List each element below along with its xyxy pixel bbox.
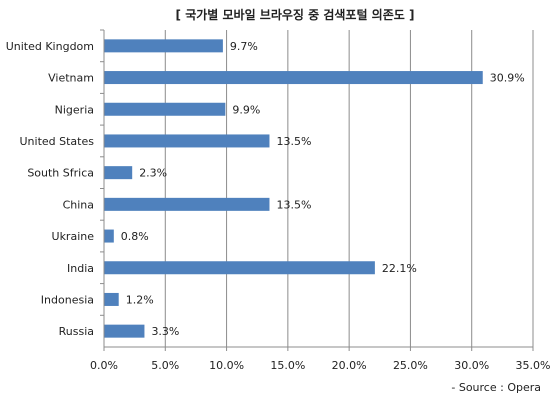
category-label: United States xyxy=(20,135,95,148)
x-tick-label: 0.0% xyxy=(90,359,118,372)
value-label: 3.3% xyxy=(151,325,179,338)
x-tick-label: 5.0% xyxy=(151,359,179,372)
category-label: Nigeria xyxy=(55,103,94,116)
value-label: 22.1% xyxy=(382,262,417,275)
value-label: 13.5% xyxy=(276,135,311,148)
value-label: 1.2% xyxy=(126,293,154,306)
x-tick-labels: 0.0% 5.0% 10.0% 15.0% 20.0% 25.0% 30.0% 35.0% xyxy=(90,359,550,372)
bar xyxy=(104,166,133,180)
bar xyxy=(104,324,145,338)
bar xyxy=(104,197,270,211)
value-label: 9.9% xyxy=(232,103,260,116)
category-label: United Kingdom xyxy=(6,40,94,53)
value-label: 0.8% xyxy=(121,230,149,243)
x-tick-label: 15.0% xyxy=(270,359,305,372)
bar xyxy=(104,229,114,243)
category-labels: United Kingdom Vietnam Nigeria United State… xyxy=(6,40,95,338)
category-label: Indonesia xyxy=(41,293,94,306)
value-label: 13.5% xyxy=(276,198,311,211)
category-label: Vietnam xyxy=(48,72,94,85)
bar xyxy=(104,71,483,85)
bars xyxy=(104,39,483,338)
x-tick-label: 30.0% xyxy=(454,359,489,372)
bar xyxy=(104,261,375,275)
value-labels: 9.7% 30.9% 9.9% 13.5% 2.3% 13.5% 0.8% 22.1% 1.2%… xyxy=(121,40,525,338)
bar xyxy=(104,39,223,53)
x-tick-label: 20.0% xyxy=(332,359,367,372)
value-label: 2.3% xyxy=(139,167,167,180)
category-label: India xyxy=(67,262,94,275)
chart-title: [ 국가별 모바일 브라우징 중 검색포털 의존도 ] xyxy=(176,7,415,22)
category-label: South Sfrica xyxy=(27,167,94,180)
bar xyxy=(104,134,270,148)
bar xyxy=(104,292,119,306)
x-tick-label: 10.0% xyxy=(209,359,244,372)
x-tick-label: 35.0% xyxy=(516,359,551,372)
value-label: 9.7% xyxy=(230,40,258,53)
category-label: Russia xyxy=(59,325,94,338)
value-label: 30.9% xyxy=(490,72,525,85)
x-tick-label: 25.0% xyxy=(393,359,428,372)
category-label: China xyxy=(63,198,94,211)
bar xyxy=(104,102,226,116)
category-label: Ukraine xyxy=(52,230,95,243)
source-note: - Source : Opera xyxy=(451,381,541,394)
